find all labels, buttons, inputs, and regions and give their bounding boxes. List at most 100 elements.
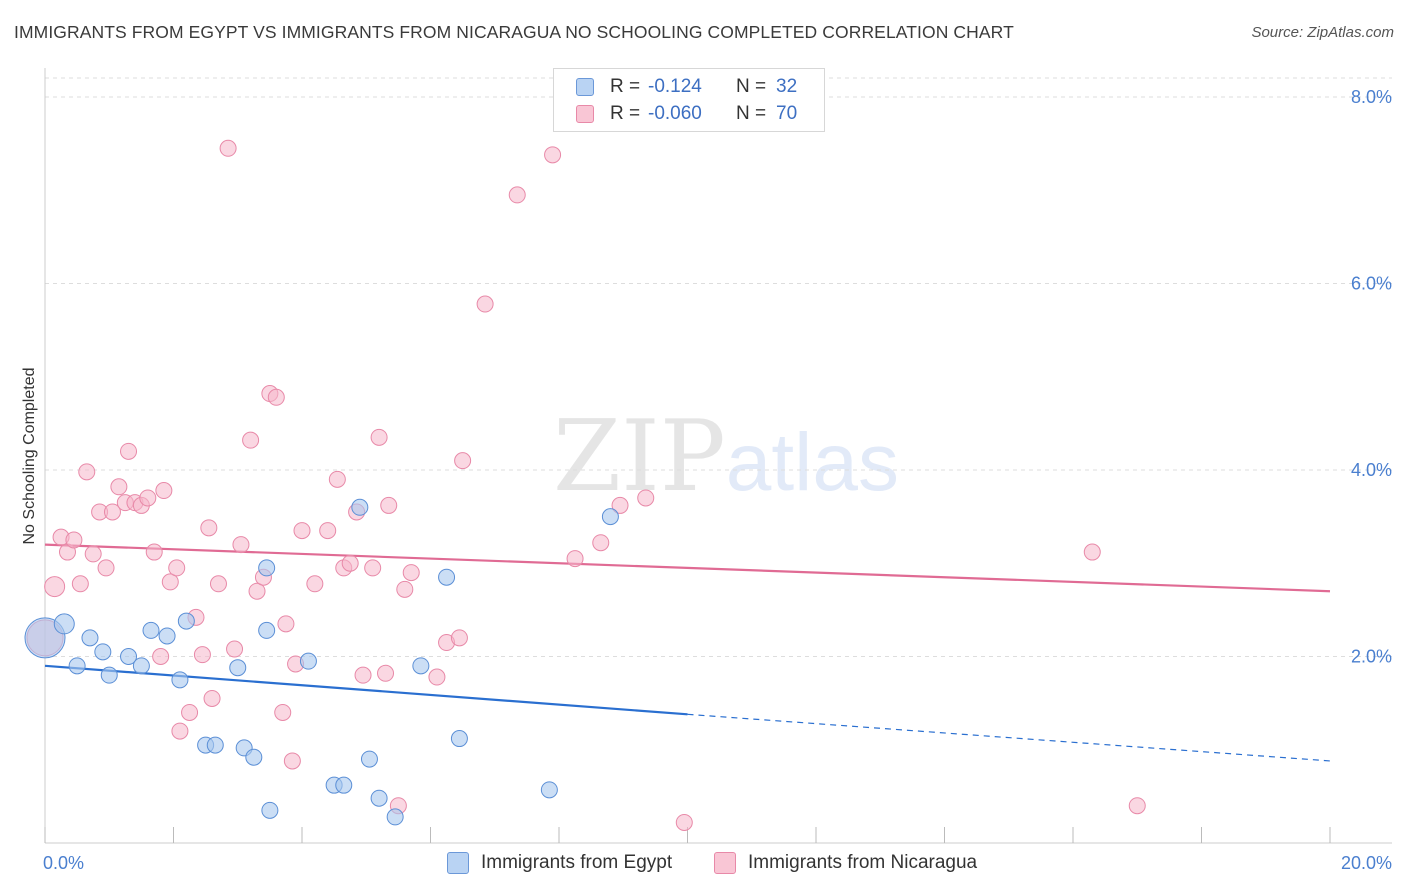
series-legend-egypt: Immigrants from Egypt bbox=[447, 852, 672, 874]
egypt-point bbox=[177, 612, 195, 630]
egypt-point bbox=[100, 666, 118, 684]
nicaragua-point bbox=[171, 722, 189, 740]
nicaragua-point bbox=[145, 543, 163, 561]
nicaragua-point bbox=[155, 482, 173, 500]
nicaragua-point bbox=[566, 550, 584, 568]
egypt-point bbox=[142, 621, 160, 639]
nicaragua-n-value: 70 bbox=[776, 103, 798, 124]
egypt-point bbox=[335, 776, 353, 794]
y-tick-label: 6.0% bbox=[1351, 274, 1392, 294]
nicaragua-point bbox=[454, 452, 472, 470]
nicaragua-point bbox=[226, 640, 244, 658]
legend-row-egypt: R = -0.124 N = 32 bbox=[576, 74, 797, 100]
egypt-point bbox=[351, 498, 369, 516]
nicaragua-point bbox=[476, 295, 494, 313]
egypt-point bbox=[299, 652, 317, 670]
egypt-point bbox=[258, 621, 276, 639]
egypt-point bbox=[540, 781, 558, 799]
egypt-point bbox=[261, 801, 279, 819]
series-legend: Immigrants from Egypt Immigrants from Ni… bbox=[0, 852, 1406, 878]
nicaragua-legend-swatch bbox=[714, 852, 736, 874]
nicaragua-point bbox=[248, 582, 266, 600]
nicaragua-points bbox=[26, 139, 1146, 831]
nicaragua-point bbox=[181, 703, 199, 721]
nicaragua-r-value: -0.060 bbox=[648, 103, 702, 124]
nicaragua-point bbox=[84, 545, 102, 563]
nicaragua-point bbox=[1128, 797, 1146, 815]
y-axis-label: No Schooling Completed bbox=[21, 368, 38, 545]
correlation-legend: R = -0.124 N = 32 R = -0.060 N = 70 bbox=[553, 68, 825, 132]
nicaragua-point bbox=[508, 186, 526, 204]
nicaragua-point bbox=[354, 666, 372, 684]
nicaragua-point bbox=[364, 559, 382, 577]
nicaragua-point bbox=[110, 478, 128, 496]
egypt-point bbox=[412, 657, 430, 675]
egypt-point bbox=[120, 648, 138, 665]
nicaragua-point bbox=[396, 580, 414, 598]
nicaragua-swatch bbox=[576, 105, 594, 123]
nicaragua-point bbox=[267, 388, 285, 406]
nicaragua-point bbox=[200, 519, 218, 537]
egypt-point bbox=[171, 671, 189, 689]
x-tick-label-end: 20.0% bbox=[1341, 853, 1392, 873]
egypt-points bbox=[24, 498, 619, 826]
egypt-point bbox=[258, 559, 276, 577]
egypt-point bbox=[360, 750, 378, 768]
nicaragua-point bbox=[65, 531, 83, 549]
egypt-trend-line bbox=[44, 664, 688, 716]
y-tick-label: 8.0% bbox=[1351, 87, 1392, 107]
egypt-point bbox=[68, 657, 86, 675]
y-tick-label: 4.0% bbox=[1351, 460, 1392, 480]
tick-labels: 2.0% 4.0% 6.0% 8.0% 0.0% 20.0% bbox=[43, 87, 1392, 873]
source-label: Source: ZipAtlas.com bbox=[1251, 24, 1394, 41]
nicaragua-point bbox=[319, 522, 337, 540]
watermark-atlas: atlas bbox=[725, 417, 899, 508]
nicaragua-point bbox=[380, 496, 398, 514]
nicaragua-point bbox=[402, 564, 420, 582]
nicaragua-point bbox=[193, 646, 211, 664]
nicaragua-legend-label: Immigrants from Nicaragua bbox=[748, 852, 978, 873]
chart-title: IMMIGRANTS FROM EGYPT VS IMMIGRANTS FROM… bbox=[14, 22, 1014, 42]
nicaragua-point bbox=[44, 576, 66, 598]
series-legend-nicaragua: Immigrants from Nicaragua bbox=[714, 852, 977, 874]
nicaragua-point bbox=[377, 664, 395, 682]
nicaragua-trend-line bbox=[44, 543, 1331, 593]
egypt-n-value: 32 bbox=[776, 76, 798, 97]
nicaragua-point bbox=[203, 689, 221, 707]
egypt-point bbox=[245, 748, 263, 766]
nicaragua-r-label: R = bbox=[610, 103, 641, 124]
egypt-r-label: R = bbox=[610, 76, 641, 97]
egypt-point bbox=[206, 736, 224, 754]
nicaragua-n-label: N = bbox=[736, 103, 767, 124]
nicaragua-point bbox=[161, 573, 179, 591]
nicaragua-point bbox=[232, 536, 250, 554]
egypt-point bbox=[53, 613, 75, 635]
nicaragua-point bbox=[370, 428, 388, 446]
nicaragua-point bbox=[139, 489, 157, 507]
egypt-point bbox=[158, 627, 176, 645]
nicaragua-point bbox=[152, 648, 170, 665]
nicaragua-point bbox=[219, 139, 237, 157]
nicaragua-point bbox=[97, 559, 115, 577]
axes bbox=[44, 68, 1392, 844]
nicaragua-point bbox=[544, 146, 562, 164]
nicaragua-point bbox=[209, 575, 227, 593]
egypt-point bbox=[229, 659, 247, 677]
nicaragua-point bbox=[428, 668, 446, 686]
legend-row-nicaragua: R = -0.060 N = 70 bbox=[576, 101, 797, 127]
egypt-point bbox=[438, 568, 456, 586]
egypt-trend-extension bbox=[687, 713, 1331, 762]
nicaragua-point bbox=[341, 554, 359, 572]
nicaragua-point bbox=[71, 575, 89, 593]
nicaragua-point bbox=[242, 431, 260, 449]
nicaragua-point bbox=[283, 752, 301, 770]
nicaragua-point bbox=[120, 442, 138, 460]
nicaragua-point bbox=[78, 463, 96, 481]
nicaragua-point bbox=[168, 559, 186, 577]
nicaragua-point bbox=[293, 522, 311, 540]
x-tick-label-start: 0.0% bbox=[43, 853, 84, 873]
nicaragua-point bbox=[306, 575, 324, 593]
nicaragua-point bbox=[675, 813, 693, 831]
egypt-legend-swatch bbox=[447, 852, 469, 874]
